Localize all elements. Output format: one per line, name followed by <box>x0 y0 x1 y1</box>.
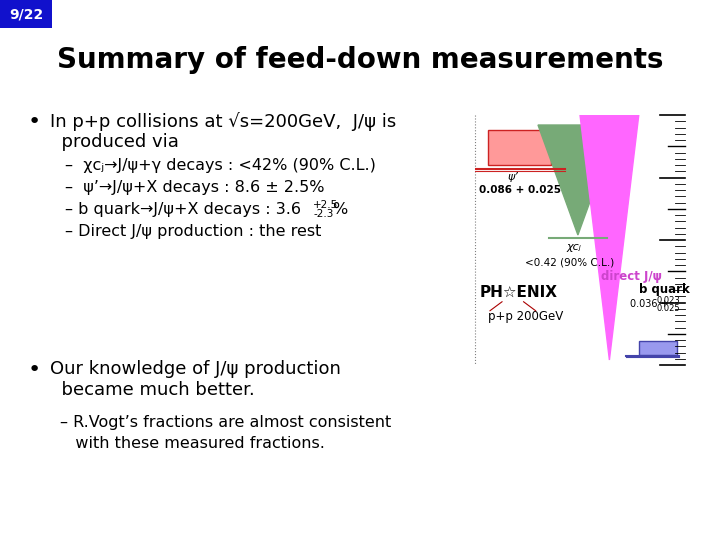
Text: – b quark→J/ψ+X decays : 3.6: – b quark→J/ψ+X decays : 3.6 <box>65 202 306 217</box>
Text: produced via: produced via <box>50 133 179 151</box>
Text: <0.42 (90% C.L.): <0.42 (90% C.L.) <box>526 258 615 267</box>
Text: %: % <box>332 202 347 217</box>
Text: 0.025: 0.025 <box>657 303 680 313</box>
Text: 0.036 +: 0.036 + <box>631 299 669 309</box>
Text: direct J/ψ: direct J/ψ <box>601 270 662 283</box>
Text: with these measured fractions.: with these measured fractions. <box>60 436 325 451</box>
Bar <box>487 130 551 165</box>
Bar <box>0 0 52 28</box>
Text: Summary of feed-down measurements: Summary of feed-down measurements <box>57 46 663 74</box>
Text: 0.086 + 0.025: 0.086 + 0.025 <box>480 185 561 195</box>
Text: +2.5: +2.5 <box>313 200 338 210</box>
Text: –  χᴄⱼ→J/ψ+γ decays : <42% (90% C.L.): – χᴄⱼ→J/ψ+γ decays : <42% (90% C.L.) <box>65 158 376 173</box>
Text: p+p 200GeV: p+p 200GeV <box>487 310 563 323</box>
Polygon shape <box>580 115 639 360</box>
Text: 9/22: 9/22 <box>9 7 43 21</box>
Text: – R.Vogt’s fractions are almost consistent: – R.Vogt’s fractions are almost consiste… <box>60 415 391 430</box>
Polygon shape <box>538 125 618 235</box>
Text: – Direct J/ψ production : the rest: – Direct J/ψ production : the rest <box>65 224 321 239</box>
Bar <box>639 341 677 355</box>
Text: b quark: b quark <box>639 282 690 295</box>
Text: In p+p collisions at √s=200GeV,  J/ψ is: In p+p collisions at √s=200GeV, J/ψ is <box>50 112 396 131</box>
Text: •: • <box>28 112 41 132</box>
Text: –  ψ’→J/ψ+X decays : 8.6 ± 2.5%: – ψ’→J/ψ+X decays : 8.6 ± 2.5% <box>65 180 325 195</box>
Text: 0.023: 0.023 <box>657 296 680 305</box>
Text: •: • <box>28 360 41 380</box>
Text: χᴄⱼ: χᴄⱼ <box>567 242 581 253</box>
Text: became much better.: became much better. <box>50 381 255 399</box>
Text: Our knowledge of J/ψ production: Our knowledge of J/ψ production <box>50 360 341 378</box>
Text: ψ’: ψ’ <box>508 172 518 183</box>
Text: -2.3: -2.3 <box>313 209 333 219</box>
Text: PH☆ENIX: PH☆ENIX <box>480 285 557 300</box>
